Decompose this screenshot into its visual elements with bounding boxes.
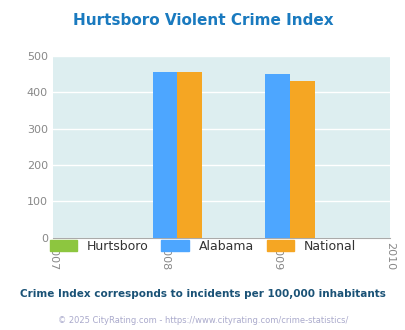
Text: © 2025 CityRating.com - https://www.cityrating.com/crime-statistics/: © 2025 CityRating.com - https://www.city… — [58, 315, 347, 325]
Bar — [177, 72, 202, 238]
Text: Hurtsboro Violent Crime Index: Hurtsboro Violent Crime Index — [72, 13, 333, 28]
Text: Crime Index corresponds to incidents per 100,000 inhabitants: Crime Index corresponds to incidents per… — [20, 289, 385, 299]
Legend: Hurtsboro, Alabama, National: Hurtsboro, Alabama, National — [45, 235, 360, 258]
Bar — [152, 72, 177, 238]
Bar — [289, 81, 314, 238]
Bar — [264, 74, 289, 238]
